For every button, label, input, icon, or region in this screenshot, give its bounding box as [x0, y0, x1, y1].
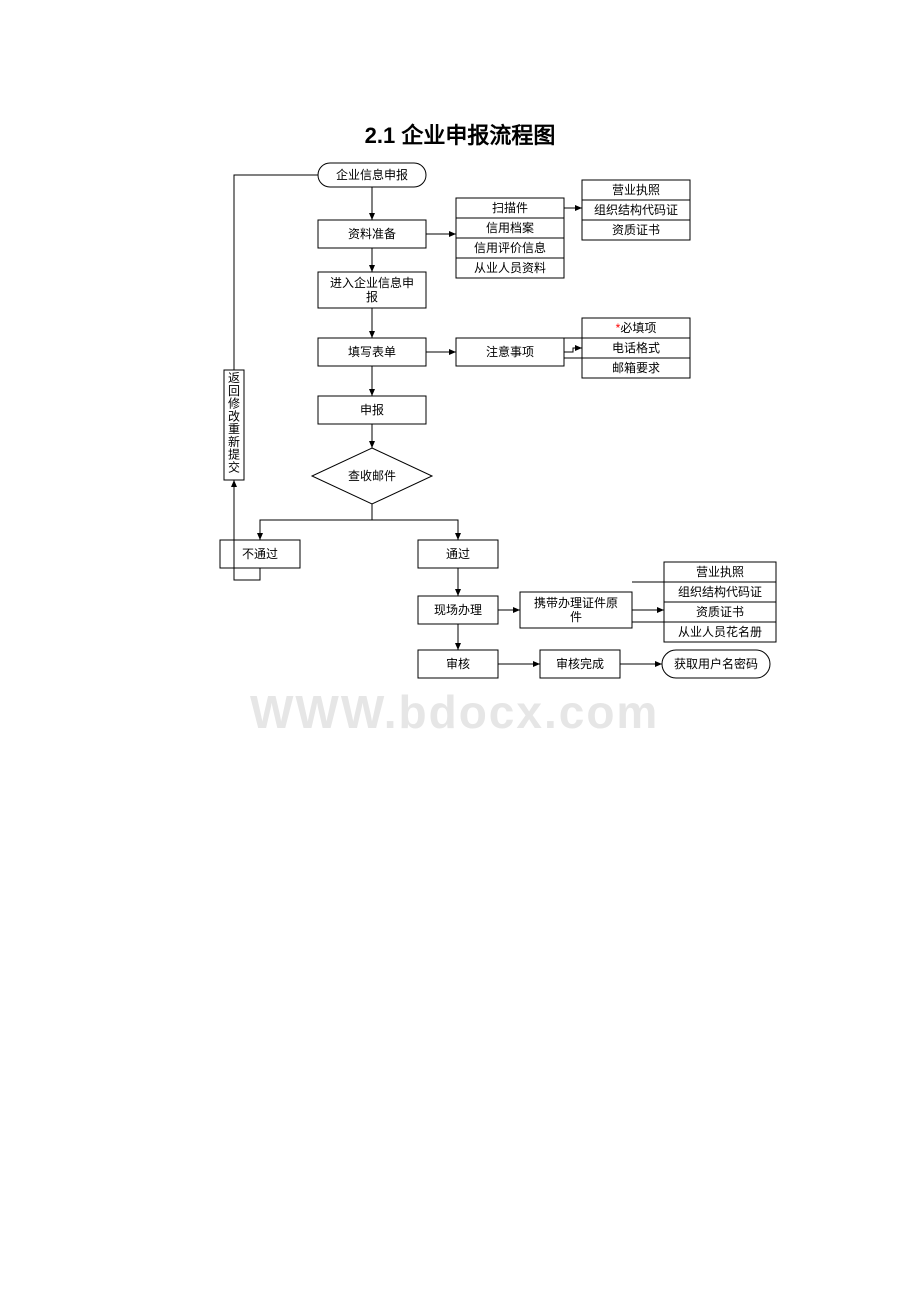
svg-text:新: 新 — [228, 434, 240, 449]
svg-text:*必填项: *必填项 — [616, 321, 657, 335]
svg-text:资质证书: 资质证书 — [696, 605, 744, 619]
svg-text:从业人员资料: 从业人员资料 — [474, 261, 546, 275]
svg-text:进入企业信息申: 进入企业信息申 — [330, 275, 414, 290]
svg-text:审核完成: 审核完成 — [556, 656, 604, 671]
svg-text:报: 报 — [366, 289, 378, 304]
svg-text:信用档案: 信用档案 — [486, 220, 534, 235]
svg-text:注意事项: 注意事项 — [486, 344, 534, 359]
svg-text:现场办理: 现场办理 — [434, 602, 482, 617]
svg-text:企业信息申报: 企业信息申报 — [336, 167, 408, 182]
svg-text:电话格式: 电话格式 — [612, 340, 660, 355]
svg-text:资料准备: 资料准备 — [348, 227, 396, 241]
svg-text:提: 提 — [228, 447, 240, 462]
svg-text:交: 交 — [228, 459, 240, 474]
svg-text:扫描件: 扫描件 — [492, 201, 528, 215]
svg-text:从业人员花名册: 从业人员花名册 — [678, 624, 762, 639]
svg-text:申报: 申报 — [360, 402, 384, 417]
svg-text:资质证书: 资质证书 — [612, 223, 660, 237]
svg-text:邮箱要求: 邮箱要求 — [612, 360, 660, 375]
svg-text:组织结构代码证: 组织结构代码证 — [594, 202, 678, 217]
svg-text:修: 修 — [228, 396, 240, 411]
svg-text:审核: 审核 — [446, 656, 470, 671]
svg-text:填写表单: 填写表单 — [348, 345, 396, 359]
flowchart-svg: 企业信息申报资料准备进入企业信息申报填写表单申报查收邮件不通过 通过现场办理审核 审… — [0, 0, 920, 1302]
svg-text:组织结构代码证: 组织结构代码证 — [678, 584, 762, 599]
svg-text:通过: 通过 — [446, 547, 470, 561]
svg-text:信用评价信息: 信用评价信息 — [474, 240, 546, 255]
svg-text:获取用户名密码: 获取用户名密码 — [674, 656, 758, 671]
page: 2.1 企业申报流程图 WWW.bdocx.com 企业信息申报资料准备进入企业… — [0, 0, 920, 1302]
svg-text:营业执照: 营业执照 — [696, 565, 744, 579]
svg-text:携带办理证件原: 携带办理证件原 — [534, 595, 618, 610]
svg-text:查收邮件: 查收邮件 — [348, 469, 396, 483]
svg-text:不通过: 不通过 — [242, 547, 278, 561]
svg-text:件: 件 — [570, 610, 582, 624]
svg-text:营业执照: 营业执照 — [612, 183, 660, 197]
